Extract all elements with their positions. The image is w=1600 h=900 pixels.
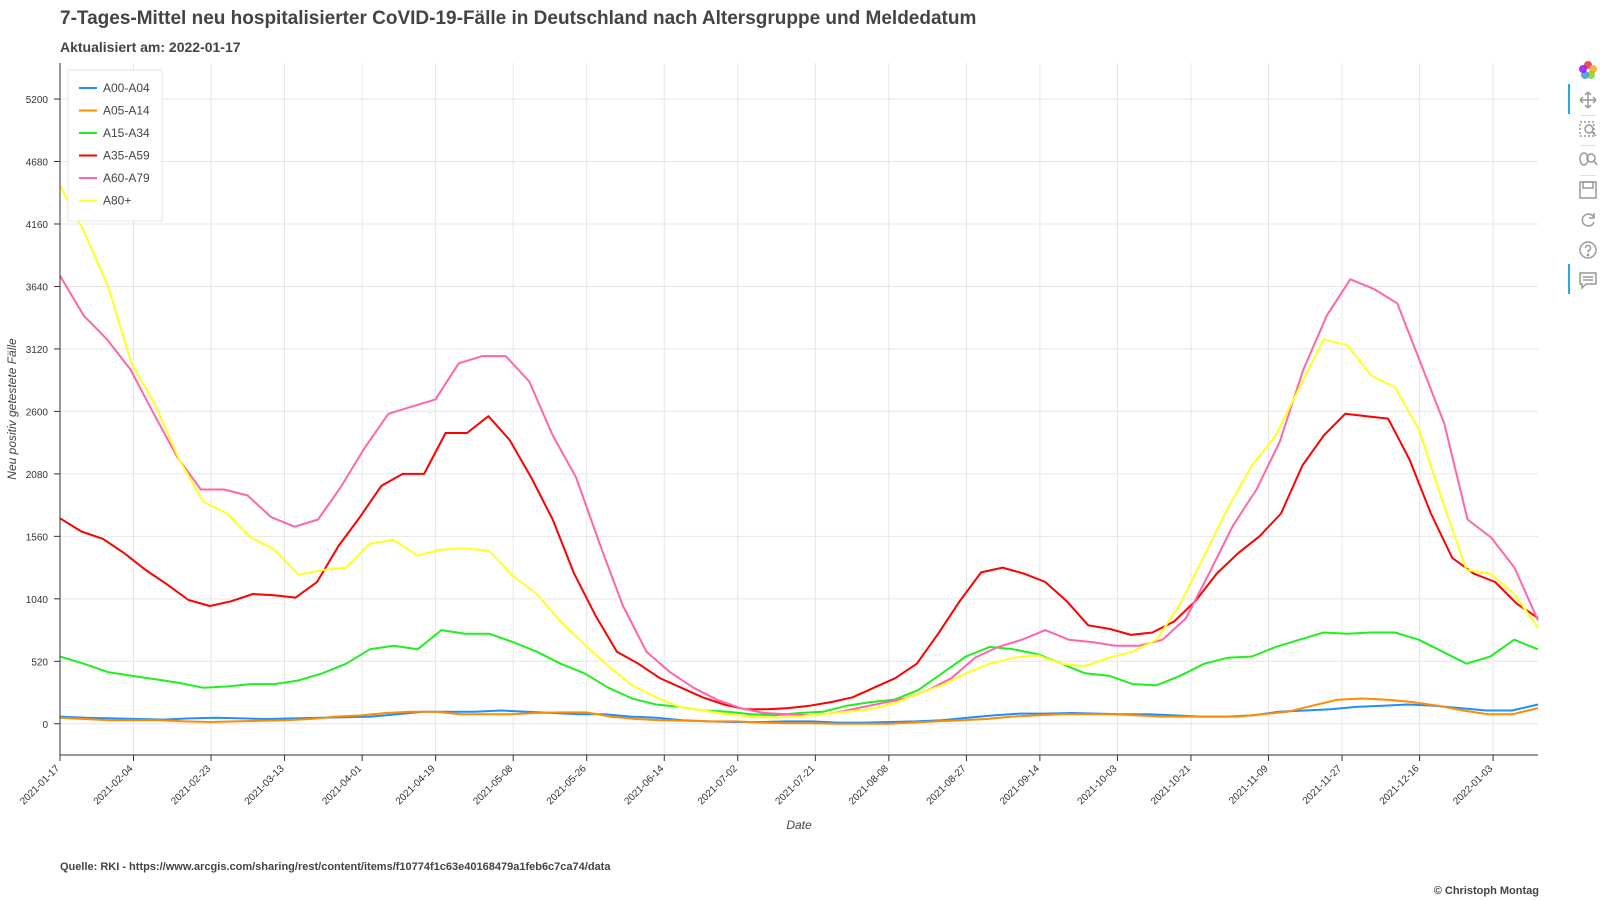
y-tick-label: 1040 [26, 595, 49, 606]
y-tick-label: 4160 [26, 220, 49, 231]
legend-box [67, 69, 163, 222]
y-tick-label: 3640 [26, 282, 49, 293]
y-axis-label: Neu positiv getestete Fälle [5, 338, 19, 480]
active-tool-marker [1568, 84, 1570, 114]
toolbar-separator [1580, 115, 1596, 116]
x-tick-label: 2021-09-14 [998, 763, 1042, 807]
x-tick-label: 2021-11-09 [1227, 763, 1271, 807]
save-icon[interactable] [1578, 180, 1598, 200]
x-tick-label: 2021-10-21 [1149, 763, 1193, 807]
active-tool-marker [1568, 264, 1570, 294]
y-tick-label: 1560 [26, 532, 49, 543]
chart-subtitle: Aktualisiert am: 2022-01-17 [60, 39, 241, 55]
hover-icon[interactable] [1578, 270, 1598, 290]
legend-label: A05-A14 [103, 104, 150, 118]
x-tick-label: 2021-02-04 [92, 763, 136, 807]
wheel-zoom-icon[interactable] [1578, 150, 1598, 170]
series-line-a35-a59 [59, 412, 1539, 711]
x-tick-label: 2021-05-26 [545, 763, 589, 807]
y-tick-label: 4680 [26, 158, 49, 169]
x-tick-label: 2021-06-14 [622, 763, 666, 807]
series-line-a15-a34 [59, 629, 1539, 717]
series-lines [59, 185, 1539, 725]
x-tick-label: 2021-04-01 [320, 763, 364, 807]
series-line-a60-a79 [59, 275, 1539, 717]
legend-label: A35-A59 [103, 149, 150, 163]
x-tick-label: 2021-05-08 [471, 763, 515, 807]
x-tick-label: 2021-02-23 [169, 763, 213, 807]
legend-label: A00-A04 [103, 81, 150, 95]
x-tick-label: 2021-12-16 [1378, 763, 1422, 807]
toolbar-separator [1580, 145, 1596, 146]
y-tick-label: 520 [31, 657, 48, 668]
box-zoom-icon[interactable] [1578, 120, 1598, 140]
grid [59, 63, 1538, 755]
x-tick-label: 2021-08-27 [925, 763, 969, 807]
pan-icon[interactable] [1578, 90, 1598, 110]
help-icon[interactable] [1578, 240, 1598, 260]
series-line-a05-a14 [59, 697, 1539, 725]
x-tick-label: 2021-07-02 [696, 763, 740, 807]
legend-label: A15-A34 [103, 126, 150, 140]
toolbar-separator [1580, 175, 1596, 176]
chart-toolbar [1568, 58, 1600, 308]
y-tick-label: 2600 [26, 407, 49, 418]
x-tick-label: 2021-07-21 [774, 763, 818, 807]
reset-icon[interactable] [1578, 210, 1598, 230]
x-tick-label: 2021-04-19 [394, 763, 438, 807]
x-tick-label: 2022-01-03 [1451, 763, 1495, 807]
x-axis-label: Date [786, 818, 812, 832]
y-tick-label: 2080 [26, 470, 49, 481]
y-tick-label: 3120 [26, 345, 49, 356]
x-tick-label: 2021-10-03 [1076, 763, 1120, 807]
copyright-note: © Christoph Montag [1433, 885, 1539, 897]
x-tick-label: 2021-11-27 [1301, 763, 1345, 807]
x-tick-label: 2021-08-08 [847, 763, 891, 807]
legend: A00-A04 A05-A14 A15-A34 A35-A59 A60-A79 A80+ [67, 69, 163, 222]
series-line-a80+ [59, 185, 1539, 719]
bokeh-logo-icon[interactable] [1578, 60, 1598, 80]
legend-label: A60-A79 [103, 171, 150, 185]
chart-title: 7-Tages-Mittel neu hospitalisierter CoVI… [60, 8, 977, 29]
x-tick-label: 2021-03-13 [243, 763, 287, 807]
source-note: Quelle: RKI - https://www.arcgis.com/sha… [60, 861, 611, 873]
x-tick-label: 2021-01-17 [18, 763, 62, 807]
legend-label: A80+ [103, 194, 131, 208]
y-tick-label: 0 [42, 720, 48, 731]
y-tick-label: 5200 [26, 95, 49, 106]
